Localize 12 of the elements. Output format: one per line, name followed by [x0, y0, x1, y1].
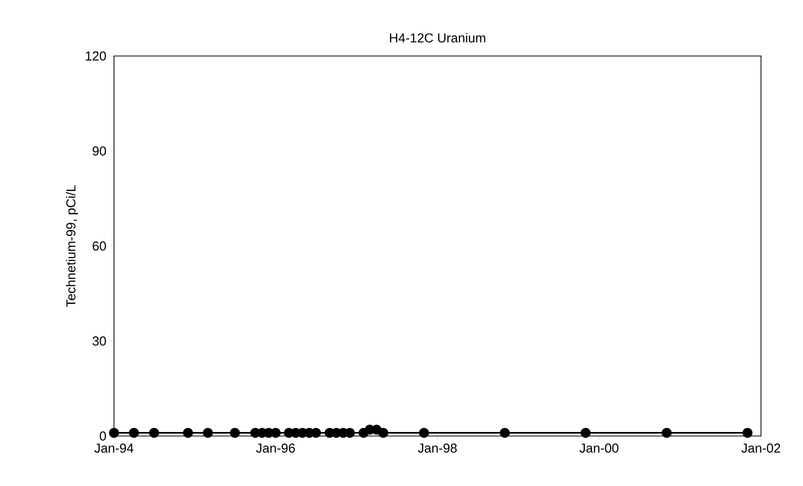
x-tick-label: Jan-96 — [256, 444, 295, 453]
x-tick-label: Jan-00 — [580, 444, 618, 453]
y-tick-label: 120 — [86, 51, 106, 61]
y-axis-title: Technetium-99, pCi/L — [66, 185, 78, 307]
chart-title: H4-12C Uranium — [390, 32, 486, 42]
y-tick-label: 60 — [92, 241, 106, 251]
y-tick-label: 0 — [100, 431, 106, 441]
x-tick-label: Jan-94 — [94, 444, 134, 453]
x-tick-label: Jan-98 — [418, 444, 457, 453]
x-tick-label: Jan-02 — [741, 444, 780, 453]
y-tick-label: 90 — [92, 146, 106, 156]
y-tick-label: 30 — [92, 336, 106, 346]
